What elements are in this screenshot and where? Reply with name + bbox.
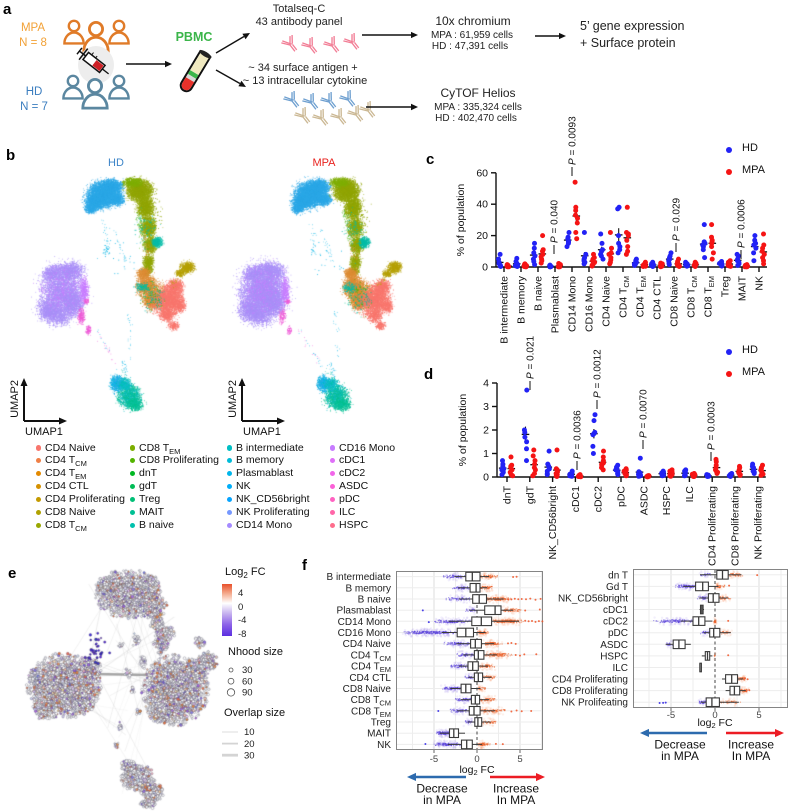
svg-text:5’ gene expression: 5’ gene expression <box>580 19 685 33</box>
svg-text:CD8 Naive: CD8 Naive <box>343 684 392 695</box>
svg-text:CD14 Mono: CD14 Mono <box>338 617 392 628</box>
svg-text:dn T: dn T <box>608 570 628 581</box>
svg-text:3: 3 <box>483 401 489 413</box>
svg-text:Treg: Treg <box>371 718 391 729</box>
svg-text:MAIT: MAIT <box>737 275 749 301</box>
svg-text:2: 2 <box>483 425 489 437</box>
svg-text:P = 0.0012: P = 0.0012 <box>593 349 604 398</box>
svg-text:B intermediate: B intermediate <box>327 572 392 583</box>
svg-text:MPA : 335,324 cells: MPA : 335,324 cells <box>434 102 522 113</box>
svg-text:% of population: % of population <box>455 184 467 257</box>
svg-text:20: 20 <box>244 739 255 750</box>
svg-text:ASDC: ASDC <box>638 486 650 516</box>
svg-text:UMAP1: UMAP1 <box>25 426 63 438</box>
svg-text:% of population: % of population <box>457 394 469 467</box>
svg-text:PBMC: PBMC <box>176 30 213 44</box>
svg-text:dnT: dnT <box>502 485 514 504</box>
svg-text:P = 0.0003: P = 0.0003 <box>707 401 718 450</box>
svg-text:B naive: B naive <box>358 595 392 606</box>
svg-text:Treg: Treg <box>720 276 732 297</box>
svg-text:ILC: ILC <box>684 486 696 503</box>
svg-text:CD4 CTL: CD4 CTL <box>652 276 664 320</box>
svg-text:10: 10 <box>244 727 255 738</box>
svg-text:90: 90 <box>242 688 253 699</box>
svg-text:B naive: B naive <box>533 276 545 311</box>
svg-text:gdT: gdT <box>524 485 536 504</box>
svg-text:CD4 TCM: CD4 TCM <box>351 650 391 663</box>
svg-text:N = 8: N = 8 <box>19 37 47 49</box>
svg-text:cDC2: cDC2 <box>603 617 628 628</box>
svg-text:+ Surface protein: + Surface protein <box>580 36 676 50</box>
svg-text:cDC1: cDC1 <box>570 486 582 512</box>
svg-text:P = 0.040: P = 0.040 <box>550 199 561 243</box>
svg-text:UMAP2: UMAP2 <box>9 380 21 418</box>
svg-text:pDC: pDC <box>616 486 628 507</box>
svg-text:Plasmablast: Plasmablast <box>550 276 562 333</box>
svg-text:P = 0.0036: P = 0.0036 <box>573 410 584 459</box>
svg-text:CD8 TEM: CD8 TEM <box>351 706 391 719</box>
svg-text:60: 60 <box>242 676 253 687</box>
svg-text:CD4 Proliferating: CD4 Proliferating <box>707 486 719 566</box>
svg-text:CyTOF Helios: CyTOF Helios <box>440 86 515 100</box>
svg-text:P = 0.0093: P = 0.0093 <box>568 116 579 165</box>
svg-text:CD4 Naive: CD4 Naive <box>343 639 392 650</box>
svg-text:CD4 CTL: CD4 CTL <box>349 673 391 684</box>
svg-text:P = 0.029: P = 0.029 <box>672 197 683 241</box>
svg-text:~ 13 intracellular cytokine: ~ 13 intracellular cytokine <box>243 75 367 87</box>
svg-text:Totalseq-C: Totalseq-C <box>273 3 326 15</box>
svg-text:4: 4 <box>483 378 489 390</box>
svg-text:HD : 47,391 cells: HD : 47,391 cells <box>432 41 508 52</box>
svg-text:HD : 402,470 cells: HD : 402,470 cells <box>435 113 517 124</box>
svg-text:43 antibody panel: 43 antibody panel <box>256 16 343 28</box>
svg-text:CD8 TCM: CD8 TCM <box>351 695 391 708</box>
svg-text:NK: NK <box>754 276 766 291</box>
svg-text:NK_CD56bright: NK_CD56bright <box>558 594 628 605</box>
svg-text:B intermediate: B intermediate <box>499 276 511 344</box>
svg-text:cDC1: cDC1 <box>603 605 628 616</box>
svg-text:P = 0.0006: P = 0.0006 <box>737 199 748 248</box>
svg-text:30: 30 <box>242 665 253 676</box>
svg-text:CD8 Proliferating: CD8 Proliferating <box>730 486 742 566</box>
svg-text:MPA : 61,959 cells: MPA : 61,959 cells <box>431 30 513 41</box>
svg-text:CD14 Mono: CD14 Mono <box>567 276 579 332</box>
svg-text:CD8 Naive: CD8 Naive <box>669 276 681 327</box>
svg-text:MPA: MPA <box>21 22 45 34</box>
svg-text:NK Proliferating: NK Proliferating <box>752 486 764 560</box>
svg-text:CD4 Naive: CD4 Naive <box>601 276 613 327</box>
svg-text:Gd T: Gd T <box>606 582 628 593</box>
svg-text:CD16 Mono: CD16 Mono <box>584 276 596 332</box>
svg-text:NK_CD56bright: NK_CD56bright <box>547 486 559 560</box>
svg-text:~ 34 surface antigen +: ~ 34 surface antigen + <box>248 62 357 74</box>
svg-text:P = 0.021: P = 0.021 <box>526 335 537 379</box>
svg-text:0: 0 <box>483 472 489 484</box>
svg-text:pDC: pDC <box>608 628 628 639</box>
svg-text:cDC2: cDC2 <box>593 486 605 512</box>
svg-text:B memory: B memory <box>345 583 391 594</box>
svg-text:HD: HD <box>26 86 43 98</box>
svg-text:P = 0.0070: P = 0.0070 <box>639 389 650 438</box>
svg-text:30: 30 <box>244 750 255 761</box>
svg-text:0: 0 <box>482 262 488 274</box>
svg-text:UMAP2: UMAP2 <box>227 380 239 418</box>
svg-text:N = 7: N = 7 <box>20 101 48 113</box>
svg-text:HSPC: HSPC <box>661 486 673 516</box>
svg-text:Plasmablast: Plasmablast <box>337 606 392 617</box>
svg-text:60: 60 <box>476 167 488 179</box>
svg-text:CD16 Mono: CD16 Mono <box>338 628 392 639</box>
svg-text:10x chromium: 10x chromium <box>435 14 510 28</box>
svg-text:B memory: B memory <box>516 275 528 324</box>
svg-text:1: 1 <box>483 448 489 460</box>
svg-text:UMAP1: UMAP1 <box>243 426 281 438</box>
svg-text:40: 40 <box>476 199 488 211</box>
svg-text:MAIT: MAIT <box>367 729 391 740</box>
svg-text:20: 20 <box>476 230 488 242</box>
svg-text:CD4 TEM: CD4 TEM <box>351 662 391 675</box>
